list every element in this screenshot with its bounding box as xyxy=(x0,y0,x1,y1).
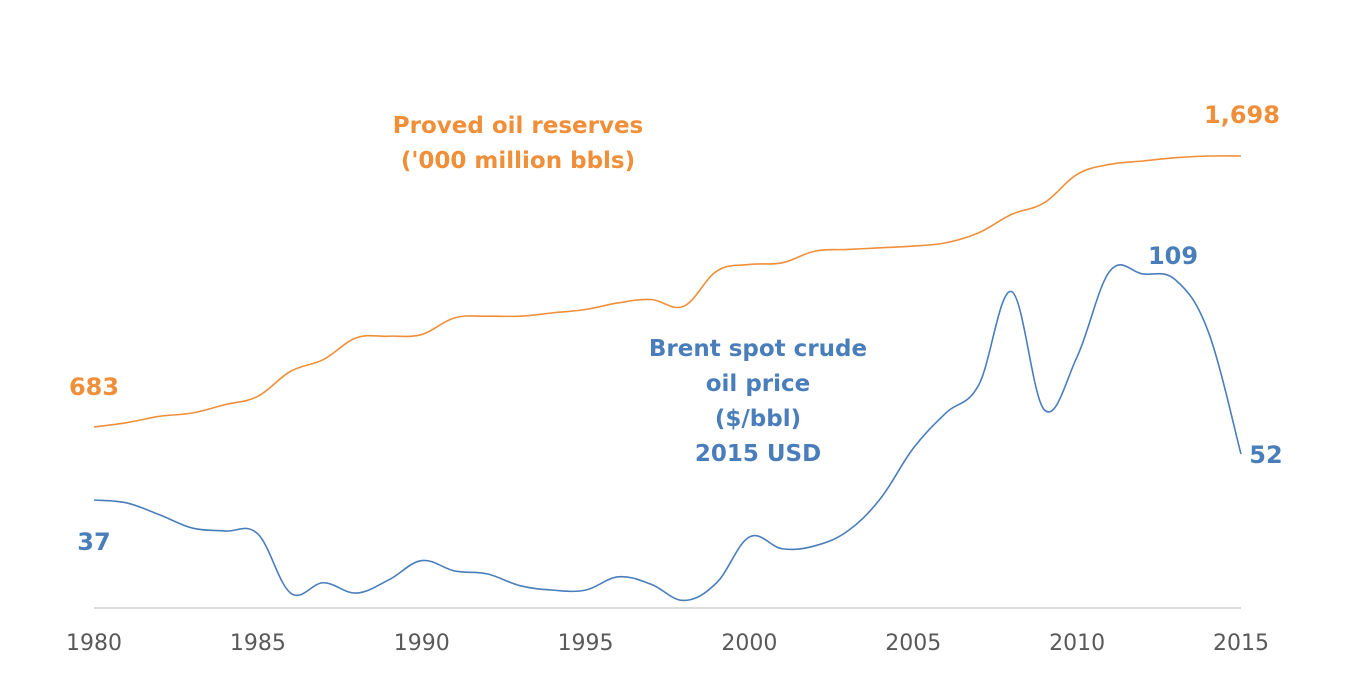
price-start-label: 37 xyxy=(77,528,110,556)
price-series-label: oil price xyxy=(706,371,811,397)
x-tick-label: 1985 xyxy=(230,631,286,656)
price-series-label: ($/bbl) xyxy=(715,406,801,432)
reserves-series-label: ('000 million bbls) xyxy=(401,148,635,174)
x-tick-label: 2000 xyxy=(721,631,777,656)
x-tick-label: 1995 xyxy=(558,631,614,656)
x-tick-label: 1990 xyxy=(394,631,450,656)
price-end-label: 52 xyxy=(1249,441,1282,469)
reserves-series-label: Proved oil reserves xyxy=(393,113,644,139)
series-layer xyxy=(93,155,1242,602)
price-series-label: 2015 USD xyxy=(695,441,821,467)
price-series-label: Brent spot crude xyxy=(649,336,867,362)
x-tick-label: 2010 xyxy=(1049,631,1105,656)
reserves-start-label: 683 xyxy=(69,373,119,401)
x-axis: 1980 1985 1990 1995 2000 2005 2010 2015 xyxy=(66,607,1269,656)
price-peak-label: 109 xyxy=(1148,242,1198,270)
series-line-brent-price xyxy=(93,264,1242,602)
x-tick-label: 2015 xyxy=(1213,631,1269,656)
reserves-end-label: 1,698 xyxy=(1204,101,1280,129)
series-line-proved-oil-reserves xyxy=(93,155,1242,428)
x-tick-label: 1980 xyxy=(66,631,122,656)
label-layer: 683 1,698 Proved oil reserves ('000 million… xyxy=(69,101,1283,556)
x-tick-label: 2005 xyxy=(885,631,941,656)
